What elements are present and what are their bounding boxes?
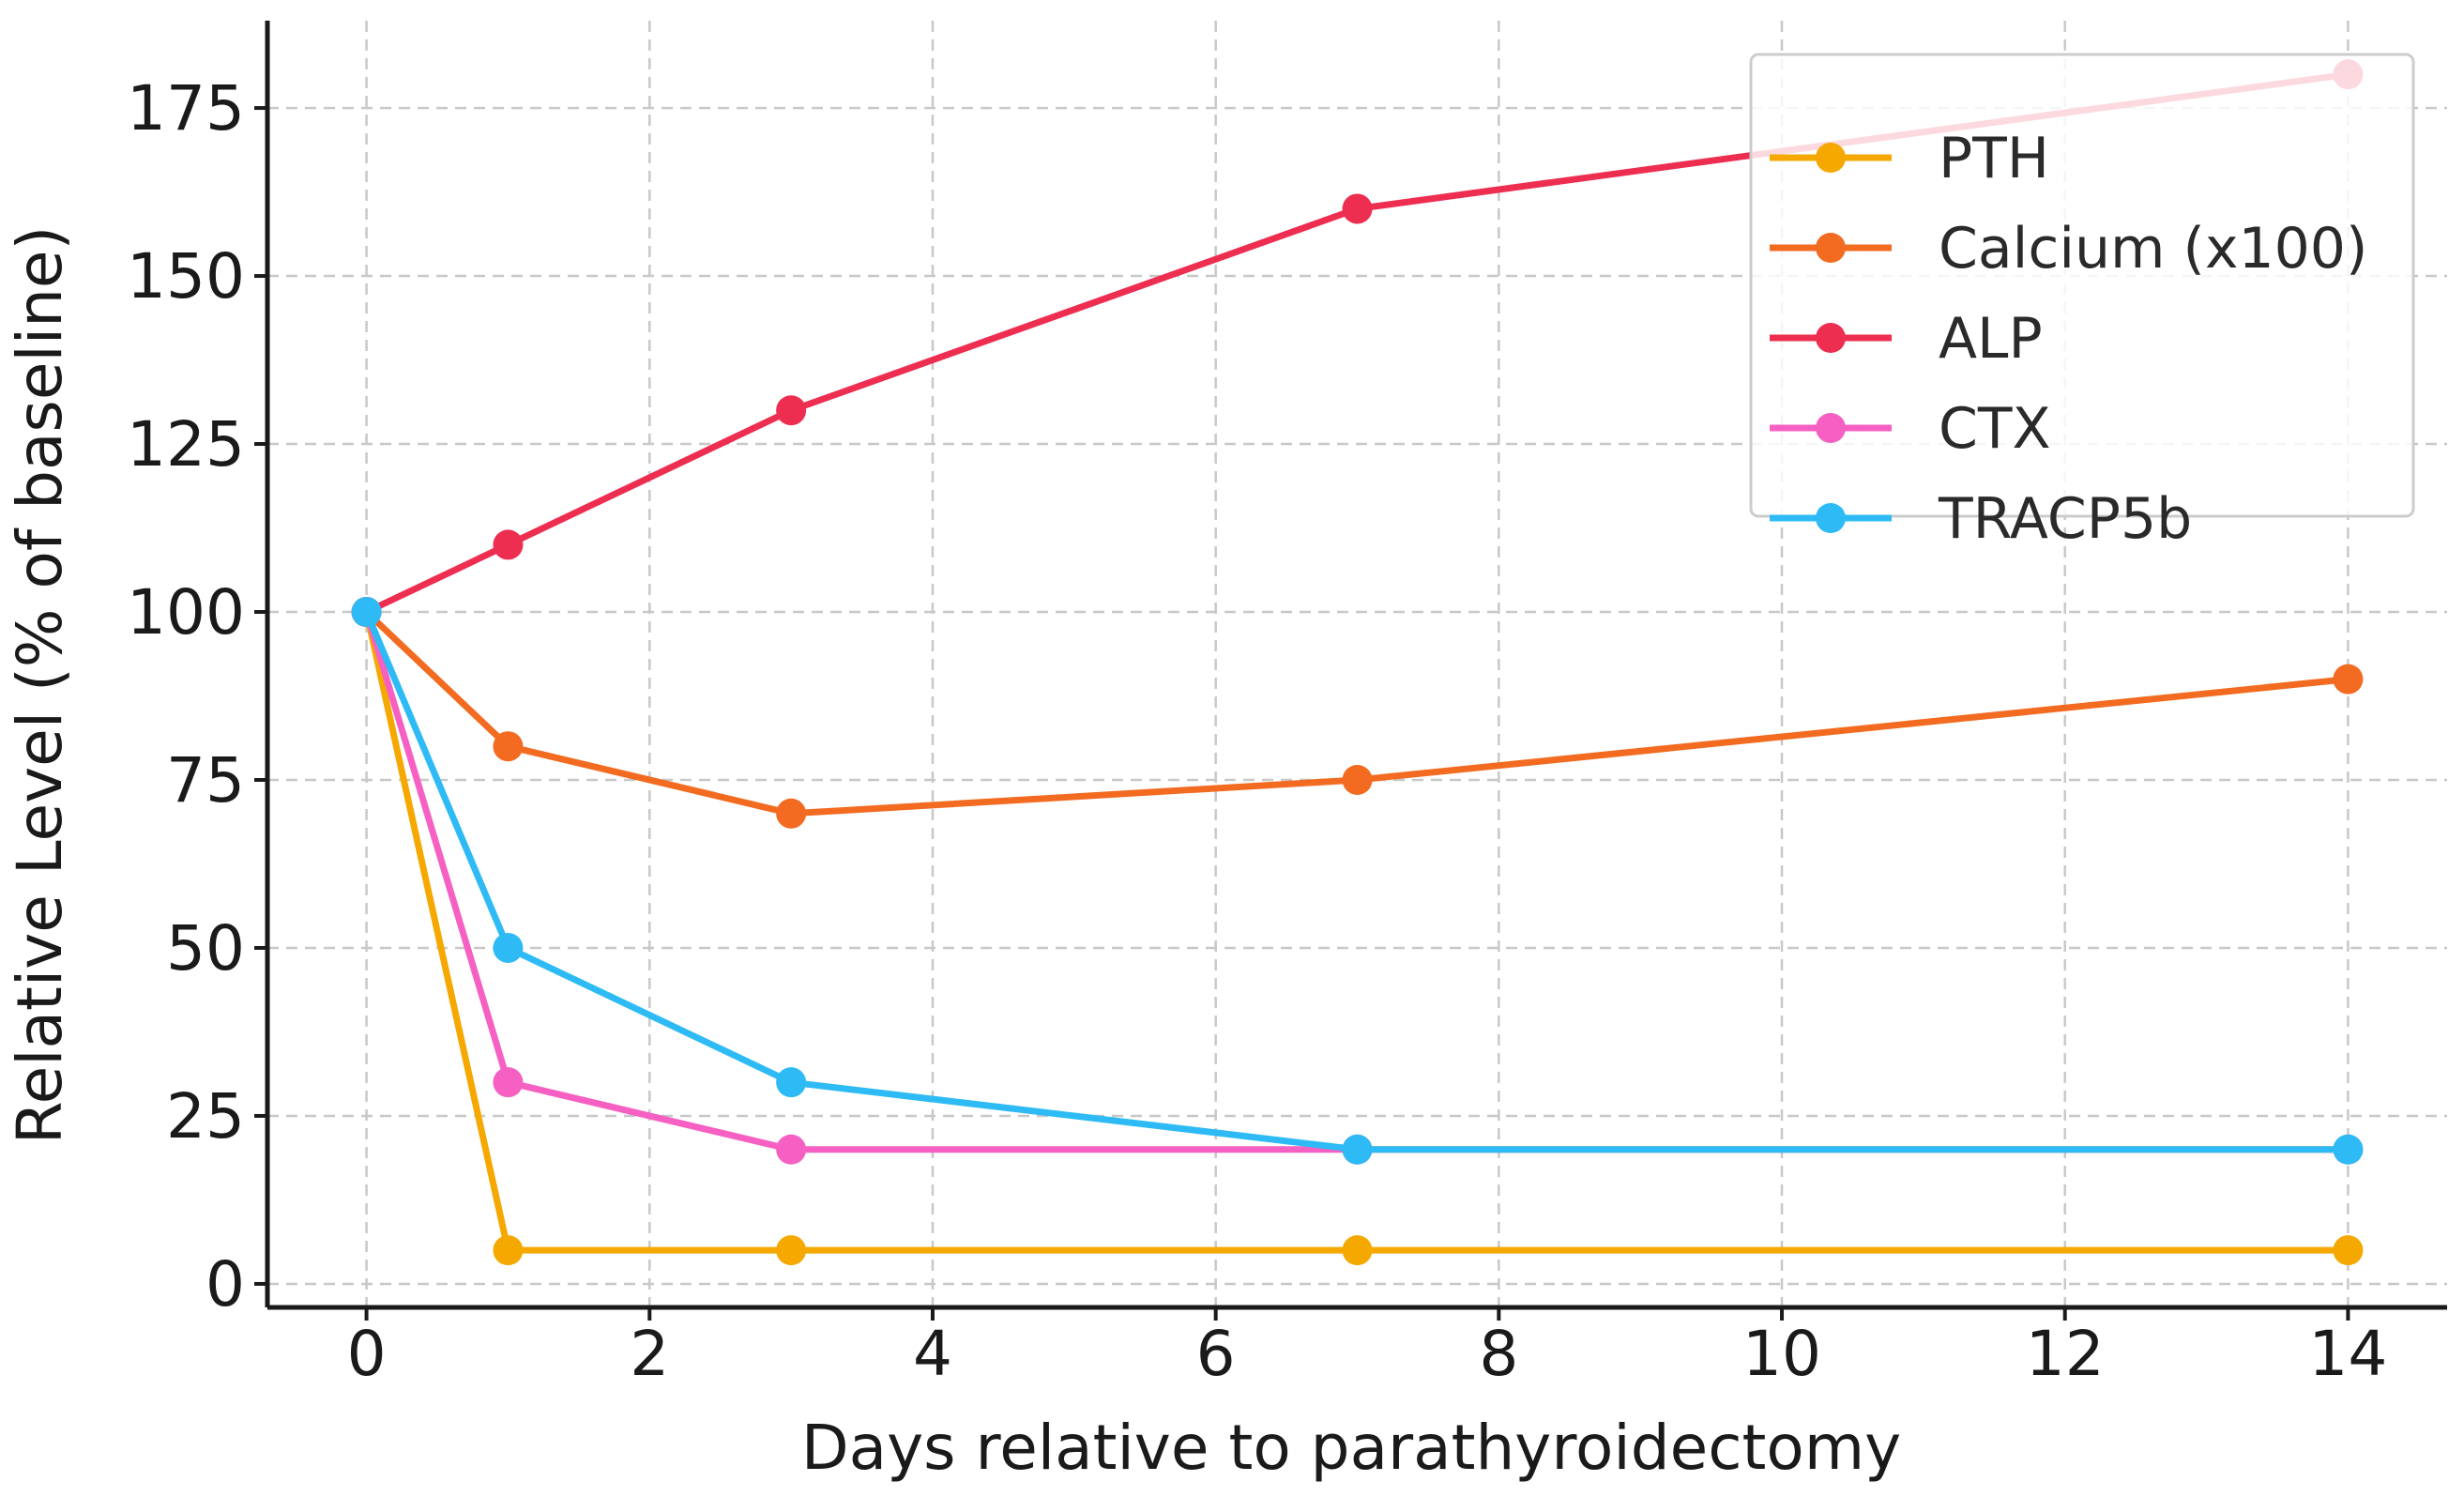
data-point-calcium-x100 bbox=[2333, 664, 2364, 695]
data-point-pth bbox=[2333, 1235, 2364, 1266]
x-axis-label: Days relative to parathyroidectomy bbox=[801, 1412, 1901, 1484]
data-point-tracp5b bbox=[2333, 1134, 2364, 1165]
y-tick-label: 25 bbox=[166, 1080, 245, 1153]
data-point-ctx bbox=[493, 1067, 524, 1098]
data-point-calcium-x100 bbox=[1342, 764, 1373, 795]
data-point-alp bbox=[776, 395, 807, 426]
legend-item-calcium-x100: Calcium (x100) bbox=[1770, 216, 2367, 282]
data-point-tracp5b bbox=[776, 1067, 807, 1098]
legend-label: TRACP5b bbox=[1938, 486, 2192, 552]
series-tracp5b bbox=[351, 597, 2364, 1165]
x-tick-label: 4 bbox=[913, 1318, 952, 1390]
legend-item-tracp5b: TRACP5b bbox=[1770, 486, 2192, 552]
x-tick-label: 0 bbox=[347, 1318, 387, 1390]
legend-swatch-marker bbox=[1816, 413, 1846, 443]
series-pth bbox=[351, 597, 2364, 1266]
y-tick-label: 0 bbox=[205, 1248, 245, 1321]
data-point-tracp5b bbox=[351, 597, 382, 628]
series-calcium-x100 bbox=[351, 597, 2364, 829]
axes: 0 2 4 6 8 10 12 14 0 25 50 75 100 125 150 175 bbox=[127, 21, 2447, 1390]
legend-label: ALP bbox=[1939, 306, 2043, 372]
y-tick-label: 100 bbox=[127, 576, 245, 649]
data-point-tracp5b bbox=[493, 932, 524, 963]
y-tick-label: 50 bbox=[166, 912, 245, 985]
legend-item-ctx: CTX bbox=[1770, 396, 2051, 462]
legend: PTH Calcium (x100) ALP CTX TRACP5b bbox=[1749, 53, 2415, 552]
legend-swatch-marker bbox=[1816, 143, 1846, 173]
data-point-calcium-x100 bbox=[493, 731, 524, 762]
data-point-pth bbox=[493, 1235, 524, 1266]
legend-swatch-marker bbox=[1816, 233, 1846, 263]
y-tick-label: 75 bbox=[166, 744, 245, 817]
y-tick-label: 125 bbox=[127, 408, 245, 481]
data-point-calcium-x100 bbox=[776, 798, 807, 829]
x-tick-label: 6 bbox=[1196, 1318, 1236, 1390]
series-ctx bbox=[351, 597, 2364, 1165]
series-line-tracp5b bbox=[363, 608, 2351, 1153]
data-point-alp bbox=[493, 529, 524, 560]
legend-swatch-marker bbox=[1816, 323, 1846, 353]
series-line-ctx bbox=[363, 608, 2351, 1153]
x-tick-label: 8 bbox=[1479, 1318, 1518, 1390]
y-tick-label: 150 bbox=[127, 240, 245, 313]
x-tick-label: 2 bbox=[630, 1318, 669, 1390]
series-layer bbox=[351, 59, 2364, 1266]
y-tick-label: 175 bbox=[127, 72, 245, 145]
data-point-pth bbox=[1342, 1235, 1373, 1266]
legend-item-pth: PTH bbox=[1770, 126, 2049, 191]
legend-item-alp: ALP bbox=[1770, 306, 2043, 372]
data-point-ctx bbox=[776, 1134, 807, 1165]
x-tick-label: 12 bbox=[2026, 1318, 2105, 1390]
data-point-pth bbox=[776, 1235, 807, 1266]
legend-label: CTX bbox=[1939, 396, 2051, 462]
y-axis-label: Relative Level (% of baseline) bbox=[4, 226, 76, 1145]
legend-label: Calcium (x100) bbox=[1939, 216, 2367, 282]
x-tick-label: 10 bbox=[1742, 1318, 1821, 1390]
legend-box bbox=[1749, 53, 2415, 518]
legend-swatch-marker bbox=[1816, 503, 1846, 533]
data-point-alp bbox=[1342, 193, 1373, 224]
legend-label: PTH bbox=[1939, 126, 2049, 191]
data-point-tracp5b bbox=[1342, 1134, 1373, 1165]
x-tick-label: 14 bbox=[2308, 1318, 2387, 1390]
